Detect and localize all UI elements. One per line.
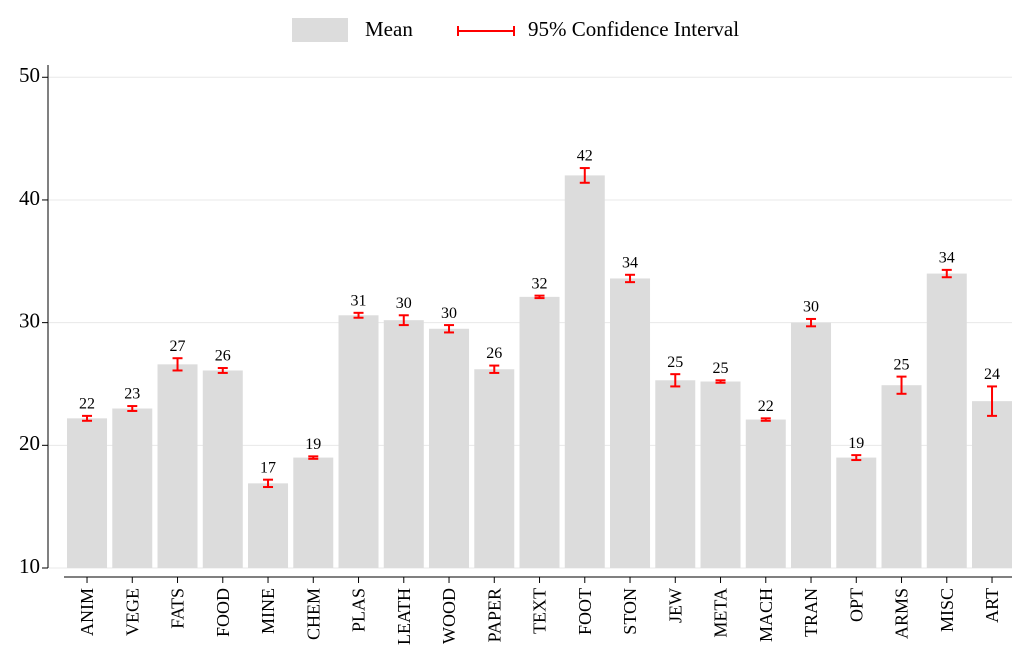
value-label: 19 — [848, 435, 864, 452]
x-tick-label: FATS — [168, 588, 188, 629]
error-bar — [987, 385, 998, 417]
value-label: 26 — [215, 348, 231, 365]
error-bar — [941, 268, 952, 279]
error-bar — [444, 324, 455, 334]
x-tick-label: TEXT — [530, 588, 550, 634]
x-tick-label: OPT — [846, 588, 866, 622]
error-bar — [896, 375, 907, 395]
value-label: 24 — [984, 366, 1000, 383]
bar — [293, 457, 334, 568]
legend-swatch-mean — [292, 18, 348, 42]
bar — [338, 315, 379, 568]
value-label: 30 — [441, 305, 457, 322]
x-tick-label: PLAS — [349, 588, 369, 632]
error-bar — [715, 379, 726, 384]
bar — [112, 408, 153, 568]
x-tick-label: MISC — [937, 588, 957, 632]
bar — [926, 273, 967, 568]
value-label: 22 — [758, 398, 774, 415]
bar — [881, 385, 922, 568]
bar — [700, 381, 741, 568]
value-label: 30 — [396, 295, 412, 312]
bar — [474, 369, 515, 568]
x-tick-label: CHEM — [303, 588, 323, 640]
error-bar — [625, 273, 636, 284]
error-bar — [217, 367, 228, 374]
x-tick-label: STON — [620, 588, 640, 635]
value-label: 17 — [260, 459, 276, 476]
y-tick-label: 40 — [19, 186, 40, 210]
y-tick-label: 20 — [19, 431, 40, 455]
x-tick-label: VEGE — [122, 588, 142, 636]
bar — [972, 401, 1012, 568]
error-bar — [82, 414, 93, 422]
value-label: 25 — [667, 354, 683, 371]
x-tick-label: MINE — [258, 588, 278, 634]
x-tick-label: MACH — [756, 588, 776, 642]
x-tick-label: TRAN — [801, 588, 821, 637]
error-bar — [398, 314, 409, 327]
value-label: 30 — [803, 299, 819, 316]
bar — [519, 296, 560, 568]
bar — [429, 328, 470, 568]
error-bar — [851, 454, 862, 462]
bar — [836, 457, 877, 568]
value-label: 27 — [170, 338, 186, 355]
value-label: 26 — [486, 345, 502, 362]
x-tick-label: ART — [982, 588, 1002, 623]
legend-label: 95% Confidence Interval — [528, 17, 739, 41]
x-tick-label: PAPER — [484, 588, 504, 642]
x-tick-label: LEATH — [394, 588, 414, 645]
error-bar — [263, 478, 274, 489]
x-tick-label: WOOD — [439, 588, 459, 644]
error-bar — [806, 317, 817, 328]
error-bar — [760, 417, 771, 422]
x-tick-label: ARMS — [892, 588, 912, 639]
value-label: 25 — [894, 356, 910, 373]
x-tick-label: META — [711, 588, 731, 638]
value-label: 19 — [305, 436, 321, 453]
error-bar — [172, 357, 183, 372]
x-tick-label: FOOT — [575, 588, 595, 635]
bar — [791, 322, 832, 568]
y-tick-label: 50 — [19, 63, 40, 87]
bar — [248, 483, 289, 568]
x-tick-label: ANIM — [77, 588, 97, 636]
value-label: 23 — [124, 386, 140, 403]
x-tick-label: FOOD — [213, 588, 233, 637]
bar — [745, 419, 786, 568]
bar — [383, 320, 424, 568]
legend-swatch-ci — [457, 26, 515, 36]
error-bar — [489, 364, 500, 374]
error-bar — [534, 294, 545, 300]
y-tick-label: 30 — [19, 308, 40, 332]
bar — [564, 175, 605, 569]
error-bar — [579, 167, 590, 184]
y-tick-label: 10 — [19, 554, 40, 578]
value-label: 42 — [577, 148, 593, 165]
bar — [610, 278, 651, 568]
bar — [655, 380, 696, 568]
value-label: 25 — [713, 360, 729, 377]
error-bar — [670, 373, 681, 388]
value-label: 22 — [79, 396, 95, 413]
value-label: 31 — [351, 292, 367, 309]
error-bar — [353, 311, 364, 319]
error-bar — [308, 455, 319, 460]
x-tick-label: JEW — [665, 588, 685, 623]
bar — [67, 418, 108, 568]
value-label: 34 — [622, 254, 638, 271]
bar — [157, 364, 198, 568]
value-label: 34 — [939, 250, 955, 267]
bar — [202, 370, 243, 568]
error-bar — [127, 405, 138, 412]
value-label: 32 — [532, 275, 548, 292]
legend-label: Mean — [365, 17, 413, 41]
